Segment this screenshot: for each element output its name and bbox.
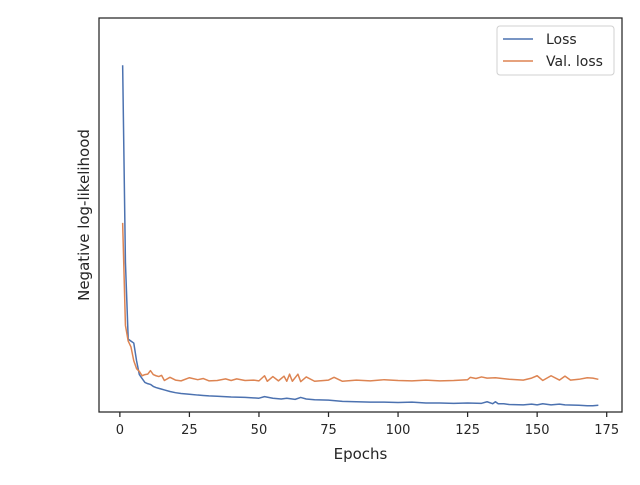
x-tick-label: 175 xyxy=(594,423,619,438)
x-tick-label: 150 xyxy=(525,423,550,438)
y-axis-label: Negative log-likelihood xyxy=(75,129,93,301)
x-tick-label: 0 xyxy=(116,423,124,438)
x-tick-label: 75 xyxy=(320,423,337,438)
legend-label-1: Val. loss xyxy=(546,54,603,70)
x-tick-label: 50 xyxy=(251,423,268,438)
legend: Loss Val. loss xyxy=(496,25,615,76)
x-axis-ticks: 0 25 50 75 100 125 150 175 xyxy=(116,412,619,438)
series-line-0 xyxy=(121,65,599,407)
plot-area xyxy=(98,17,623,413)
x-tick-label: 100 xyxy=(386,423,411,438)
legend-label-0: Loss xyxy=(546,32,577,48)
x-tick-label: 25 xyxy=(181,423,198,438)
series-line-1 xyxy=(121,222,599,383)
x-tick-label: 125 xyxy=(455,423,480,438)
x-axis-label: Epochs xyxy=(334,445,388,463)
series-layer xyxy=(121,65,599,407)
